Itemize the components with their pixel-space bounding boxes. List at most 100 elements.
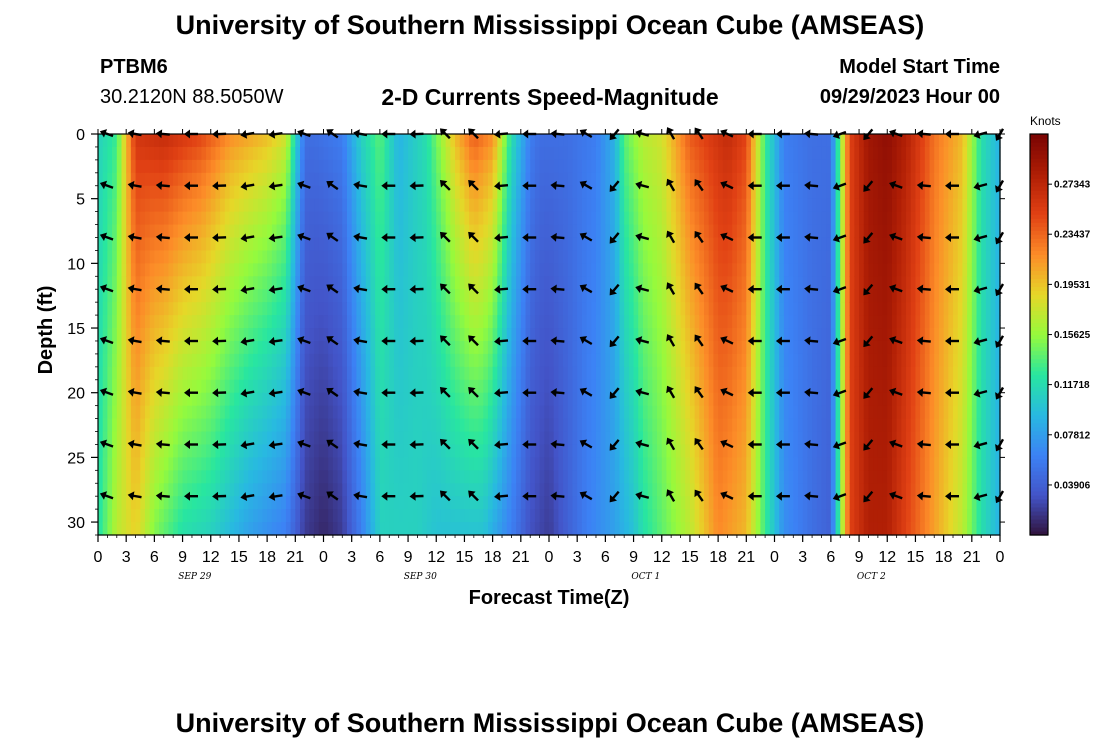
heatmap-cell [144, 522, 151, 536]
heatmap-cell [699, 224, 705, 239]
heatmap-cell [708, 211, 715, 226]
heatmap-cell [718, 328, 724, 342]
heatmap-chart: 0 3 6 9 12 15 18 21 0 3 6 9 12 15 18 21 0 3 6 9 12 15 18 21 0 3 6 9… [35, 114, 1091, 609]
heatmap-cell [389, 522, 395, 536]
heatmap-cell [736, 328, 743, 342]
heatmap-cell [257, 509, 264, 523]
heatmap-cell [572, 457, 578, 471]
heatmap-cell [295, 276, 301, 290]
heatmap-cell [469, 315, 475, 329]
heatmap-cell [102, 444, 108, 458]
heatmap-cell [516, 353, 522, 368]
heatmap-cell [797, 457, 804, 471]
heatmap-cell [534, 134, 541, 148]
heatmap-cell [196, 315, 202, 329]
heatmap-cell [666, 134, 672, 148]
heatmap-cell [426, 134, 433, 148]
heatmap-cell [595, 263, 602, 277]
heatmap-cell [426, 172, 433, 187]
heatmap-cell [177, 159, 184, 174]
heatmap-cell [591, 146, 597, 161]
heatmap-cell [633, 392, 639, 407]
heatmap-cell [243, 470, 249, 484]
heatmap-cell [220, 392, 226, 407]
heatmap-cell [549, 289, 555, 303]
heatmap-cell [173, 366, 179, 381]
heatmap-cell [497, 315, 503, 329]
heatmap-cell [436, 340, 442, 355]
heatmap-cell [455, 483, 461, 497]
heatmap-cell [144, 198, 151, 213]
heatmap-cell [281, 185, 287, 200]
heatmap-cell [793, 276, 799, 290]
heatmap-cell [257, 237, 264, 252]
heatmap-cell [581, 328, 588, 342]
heatmap-cell [657, 522, 663, 536]
heatmap-cell [549, 146, 555, 161]
heatmap-cell [224, 211, 231, 226]
heatmap-cell [346, 444, 353, 458]
heatmap-cell [595, 224, 602, 239]
heatmap-cell [840, 263, 846, 277]
heatmap-cell [375, 198, 381, 213]
heatmap-cell [473, 289, 480, 303]
heatmap-cell [243, 328, 249, 342]
heatmap-cell [718, 522, 724, 536]
heatmap-cell [351, 340, 357, 355]
heatmap-cell [262, 444, 268, 458]
heatmap-cell [243, 366, 249, 381]
heatmap-cell [816, 328, 823, 342]
heatmap-cell [835, 444, 841, 458]
heatmap-cell [323, 224, 329, 239]
heatmap-cell [154, 302, 160, 316]
heatmap-cell [506, 509, 513, 523]
heatmap-cell [384, 405, 390, 420]
heatmap-cell [154, 522, 160, 536]
heatmap-cell [694, 509, 700, 523]
heatmap-cell [295, 457, 301, 471]
heatmap-cell [379, 302, 386, 316]
heatmap-cell [431, 276, 437, 290]
heatmap-cell [487, 418, 494, 433]
heatmap-cell [713, 483, 719, 497]
heatmap-cell [685, 328, 691, 342]
heatmap-cell [520, 509, 527, 523]
heatmap-cell [520, 134, 527, 148]
heatmap-cell [229, 483, 235, 497]
heatmap-cell [440, 198, 447, 213]
heatmap-cell [436, 444, 442, 458]
heatmap-cell [558, 379, 564, 394]
heatmap-cell [163, 328, 170, 342]
heatmap-cell [422, 302, 428, 316]
heatmap-cell [830, 353, 837, 368]
heatmap-cell [581, 211, 588, 226]
heatmap-cell [440, 340, 447, 355]
heatmap-cell [478, 134, 484, 148]
heatmap-cell [638, 457, 644, 471]
heatmap-cell [746, 315, 752, 329]
heatmap-cell [154, 263, 160, 277]
heatmap-cell [840, 276, 846, 290]
heatmap-cell [722, 366, 729, 381]
heatmap-cell [530, 211, 536, 226]
heatmap-cell [511, 366, 517, 381]
heatmap-cell [525, 457, 531, 471]
heatmap-cell [704, 185, 710, 200]
heatmap-cell [689, 366, 696, 381]
heatmap-cell [478, 211, 484, 226]
heatmap-cell [318, 146, 325, 161]
heatmap-cell [708, 276, 715, 290]
heatmap-cell [314, 509, 320, 523]
heatmap-cell [318, 185, 325, 200]
heatmap-cell [389, 237, 395, 252]
heatmap-cell [389, 224, 395, 239]
heatmap-cell [539, 431, 545, 446]
heatmap-cell [826, 224, 832, 239]
heatmap-cell [774, 431, 780, 446]
heatmap-cell [699, 353, 705, 368]
heatmap-cell [816, 496, 823, 510]
heatmap-cell [614, 483, 621, 497]
heatmap-cell [633, 444, 639, 458]
heatmap-cell [807, 392, 813, 407]
heatmap-cell [628, 289, 635, 303]
